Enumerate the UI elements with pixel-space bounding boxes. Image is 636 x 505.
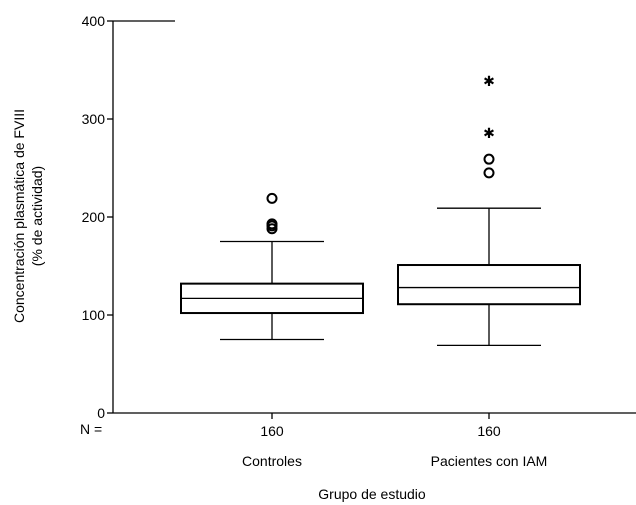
group-label: Controles [242,453,302,469]
extreme-point: ✱ [483,73,495,89]
y-axis-label-line2: (% de actividad) [29,166,45,266]
y-tick-label: 400 [82,13,106,29]
outlier-point [266,192,278,204]
n-label: N = [80,421,102,437]
plot-area: 0 100 200 300 400 160 Controles ✱ ✱ 160 Pacientes … [82,13,636,469]
n-value-label: 160 [260,423,284,439]
box [397,264,581,306]
y-tick-label: 0 [97,405,105,421]
outlier-point [483,153,495,165]
x-axis-label: Grupo de estudio [318,486,426,502]
y-tick-label: 300 [82,111,106,127]
y-tick-label: 100 [82,307,106,323]
y-axis-label-line1: Concentración plasmática de FVIII [11,109,27,323]
outlier-point [483,167,495,179]
n-value-label: 160 [477,423,501,439]
group-label: Pacientes con IAM [431,453,548,469]
outlier-point [266,218,278,230]
y-tick-label: 200 [82,209,106,225]
extreme-point: ✱ [483,125,495,141]
